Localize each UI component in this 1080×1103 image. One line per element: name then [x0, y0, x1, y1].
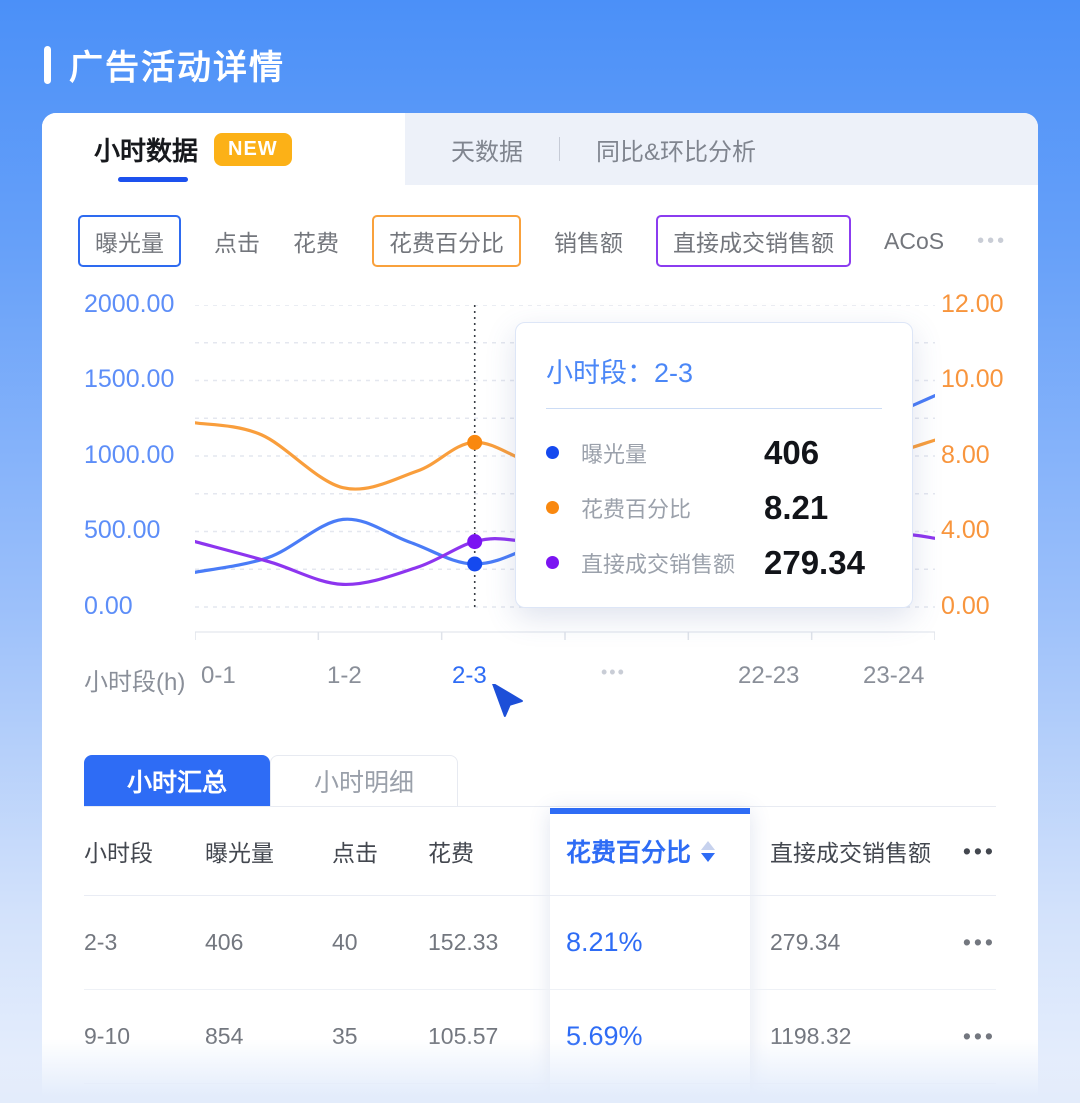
main-card: 小时数据 NEW 天数据 同比&环比分析 曝光量 点击 花费 花费百分比 销售额…: [42, 113, 1038, 1103]
main-tabbar: 小时数据 NEW 天数据 同比&环比分析: [42, 113, 1038, 185]
col-header-more-icon[interactable]: •••: [962, 837, 996, 864]
col-header-spend-pct-label: 花费百分比: [566, 839, 692, 867]
tooltip-label: 曝光量: [581, 441, 648, 467]
series-dot-orange: [546, 501, 559, 514]
tooltip-value: 406: [764, 433, 820, 471]
active-tab-underline: [118, 177, 188, 182]
page-header: 广告活动详情: [44, 40, 285, 89]
cell-direct-sales: 1198.32: [770, 1023, 852, 1049]
table-tab-hour-detail[interactable]: 小时明细: [270, 755, 458, 806]
chip-more-icon[interactable]: •••: [977, 229, 1008, 252]
tab-hour-data-label: 小时数据: [94, 135, 199, 166]
cell-spend: 152.33: [428, 929, 499, 955]
chip-spend-pct[interactable]: 花费百分比: [372, 215, 521, 267]
table-row: 2-3 406 40 152.33 8.21% 279.34 •••: [84, 896, 996, 990]
y-left-tick: 2000.00: [84, 290, 175, 318]
cell-direct-sales: 279.34: [770, 929, 841, 955]
tab-day-data[interactable]: 天数据: [451, 138, 523, 166]
sort-icon[interactable]: [701, 840, 716, 862]
series-dot-blue: [546, 446, 559, 459]
x-tick: 23-24: [863, 662, 925, 689]
inactive-tabs-region: 天数据 同比&环比分析: [405, 113, 1038, 185]
row-more-icon[interactable]: •••: [962, 929, 996, 955]
mouse-cursor-icon: [492, 684, 523, 717]
tooltip-divider: [546, 408, 882, 409]
table-tabbar: 小时汇总 小时明细: [84, 755, 458, 806]
table-tab-hour-summary[interactable]: 小时汇总: [84, 755, 270, 806]
x-tick: 1-2: [327, 662, 362, 689]
col-header-hour[interactable]: 小时段: [84, 840, 153, 866]
chip-spend[interactable]: 花费: [293, 230, 339, 256]
title-accent-bar: [44, 45, 51, 84]
tooltip-title: 小时段：2-3: [546, 358, 694, 388]
y-left-tick: 0.00: [84, 592, 133, 620]
cell-spend-pct: 5.69%: [566, 1021, 643, 1051]
tab-hour-data[interactable]: 小时数据 NEW: [42, 113, 405, 185]
cell-clicks: 35: [332, 1023, 358, 1049]
x-axis-title: 小时段(h): [84, 669, 186, 696]
chip-sales[interactable]: 销售额: [554, 230, 623, 256]
tooltip-row: 曝光量 406: [546, 425, 882, 480]
tooltip-value: 279.34: [764, 543, 865, 581]
tooltip-label: 花费百分比: [581, 496, 692, 522]
data-table: 小时段 曝光量 点击 花费 花费百分比 直接成交销售额 ••• 2-3 406 …: [84, 806, 996, 1103]
y-right-tick: 12.00: [941, 290, 1004, 318]
col-header-clicks[interactable]: 点击: [332, 840, 378, 866]
tab-compare-analysis[interactable]: 同比&环比分析: [596, 138, 757, 166]
tooltip-row: 直接成交销售额 279.34: [546, 535, 882, 590]
x-tick-ellipsis-icon: •••: [601, 662, 626, 682]
col-header-spend[interactable]: 花费: [428, 840, 474, 866]
sort-asc-icon: [701, 840, 716, 850]
chart-tooltip: 小时段：2-3 曝光量 406 花费百分比 8.21 直接成交销售额 279.3…: [515, 322, 913, 608]
cell-exposure: 854: [205, 1023, 244, 1049]
tooltip-label: 直接成交销售额: [581, 551, 736, 577]
y-right-tick: 8.00: [941, 441, 990, 469]
col-header-exposure[interactable]: 曝光量: [205, 840, 274, 866]
col-header-direct-sales[interactable]: 直接成交销售额: [770, 840, 931, 866]
y-left-tick: 1000.00: [84, 441, 175, 469]
x-tick-active: 2-3: [452, 662, 487, 689]
y-right-tick: 0.00: [941, 592, 990, 620]
table-row: 9-10 854 35 105.57 5.69% 1198.32 •••: [84, 990, 996, 1084]
row-more-icon[interactable]: •••: [962, 1023, 996, 1049]
sort-desc-icon: [701, 852, 716, 862]
chip-exposure[interactable]: 曝光量: [78, 215, 181, 267]
line-chart[interactable]: 2000.00 1500.00 1000.00 500.00 0.00 12.0…: [84, 290, 1004, 740]
metric-chip-row: 曝光量 点击 花费 花费百分比 销售额 直接成交销售额 ACoS •••: [78, 215, 1004, 267]
y-right-tick: 10.00: [941, 365, 1004, 393]
col-header-spend-pct[interactable]: 花费百分比: [550, 833, 750, 869]
page-title: 广告活动详情: [69, 49, 285, 87]
cell-spend-pct: 8.21%: [566, 927, 643, 957]
cell-exposure: 406: [205, 929, 244, 955]
y-right-tick: 4.00: [941, 516, 990, 544]
x-tick: 0-1: [201, 662, 236, 689]
tab-divider: [559, 137, 560, 161]
tooltip-value: 8.21: [764, 488, 829, 526]
series-dot-purple: [546, 556, 559, 569]
tooltip-row: 花费百分比 8.21: [546, 480, 882, 535]
x-tick: 22-23: [738, 662, 800, 689]
chip-acos[interactable]: ACoS: [884, 227, 945, 254]
cell-spend: 105.57: [428, 1023, 499, 1049]
cell-clicks: 40: [332, 929, 358, 955]
chip-clicks[interactable]: 点击: [214, 230, 260, 256]
y-left-tick: 1500.00: [84, 365, 175, 393]
chip-direct-sales[interactable]: 直接成交销售额: [656, 215, 851, 267]
new-badge: NEW: [214, 132, 292, 166]
table-header-row: 小时段 曝光量 点击 花费 花费百分比 直接成交销售额 •••: [84, 807, 996, 896]
cell-hour: 2-3: [84, 929, 118, 955]
cell-hour: 9-10: [84, 1023, 131, 1049]
y-left-tick: 500.00: [84, 516, 161, 544]
